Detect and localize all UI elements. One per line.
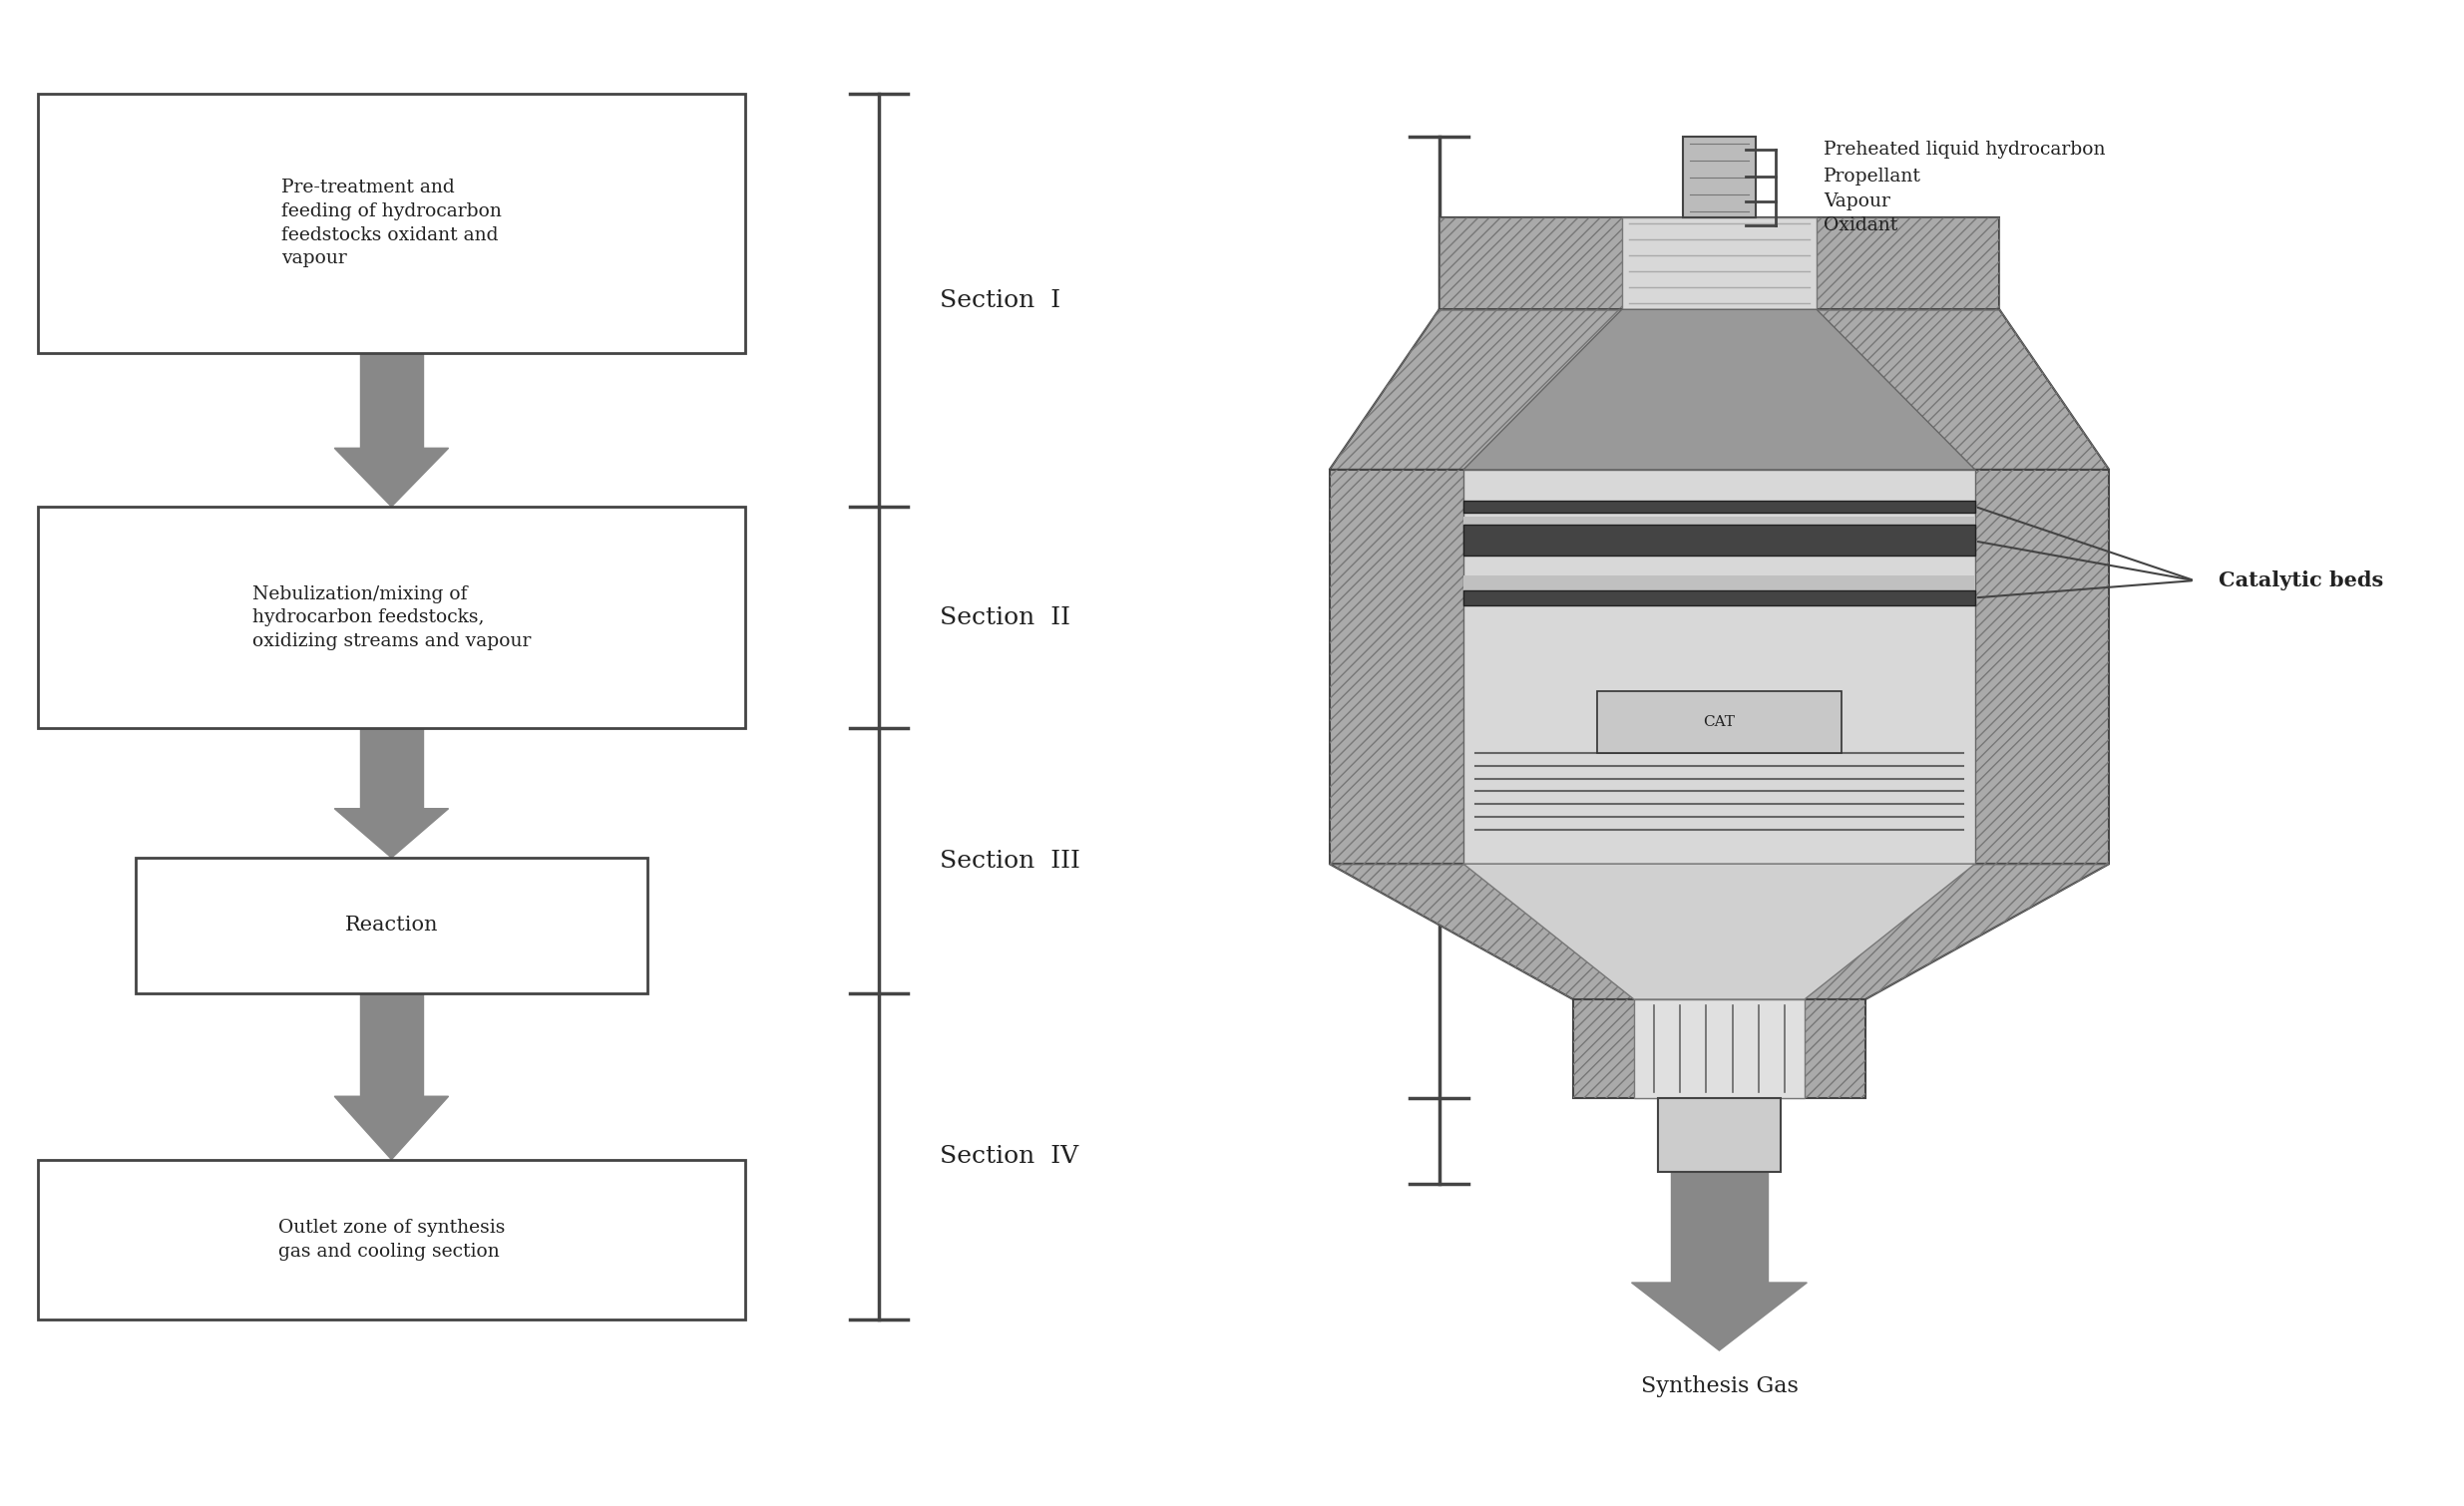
Text: Outlet zone of synthesis
gas and cooling section: Outlet zone of synthesis gas and cooling… — [278, 1218, 505, 1261]
Text: Pre-treatment and
feeding of hydrocarbon
feedstocks oxidant and
vapour: Pre-treatment and feeding of hydrocarbon… — [281, 179, 503, 268]
FancyBboxPatch shape — [1464, 590, 1976, 605]
Polygon shape — [1631, 1283, 1806, 1351]
FancyBboxPatch shape — [1331, 470, 2109, 864]
FancyBboxPatch shape — [1464, 575, 1976, 590]
FancyBboxPatch shape — [1634, 1000, 1804, 1098]
Text: Section  II: Section II — [939, 605, 1069, 630]
FancyBboxPatch shape — [39, 506, 744, 729]
FancyBboxPatch shape — [39, 1160, 744, 1319]
Polygon shape — [1331, 310, 2109, 470]
Polygon shape — [1464, 310, 1976, 470]
Text: Section  I: Section I — [939, 289, 1060, 312]
Text: Section  III: Section III — [939, 849, 1079, 872]
Polygon shape — [1621, 217, 1816, 310]
Text: Preheated liquid hydrocarbon: Preheated liquid hydrocarbon — [1823, 140, 2107, 158]
Polygon shape — [1439, 217, 1998, 310]
FancyBboxPatch shape — [1464, 517, 1976, 541]
FancyBboxPatch shape — [39, 93, 744, 352]
Polygon shape — [360, 729, 424, 809]
Text: Vapour: Vapour — [1823, 193, 1890, 209]
Text: Nebulization/mixing of
hydrocarbon feedstocks,
oxidizing streams and vapour: Nebulization/mixing of hydrocarbon feeds… — [251, 584, 530, 651]
Polygon shape — [360, 994, 424, 1096]
Polygon shape — [335, 449, 448, 506]
Polygon shape — [1671, 1172, 1769, 1283]
Text: Propellant: Propellant — [1823, 167, 1922, 185]
Polygon shape — [360, 352, 424, 449]
FancyBboxPatch shape — [136, 858, 648, 994]
FancyBboxPatch shape — [1572, 1000, 1865, 1098]
Text: Catalytic beds: Catalytic beds — [2218, 571, 2383, 590]
Text: Reaction: Reaction — [345, 916, 439, 935]
FancyBboxPatch shape — [1683, 137, 1757, 217]
Text: Oxidant: Oxidant — [1823, 217, 1897, 235]
Text: CAT: CAT — [1703, 715, 1735, 729]
FancyBboxPatch shape — [1658, 1098, 1779, 1172]
Polygon shape — [1331, 864, 2109, 1000]
FancyBboxPatch shape — [1464, 500, 1976, 512]
FancyBboxPatch shape — [1597, 691, 1841, 753]
FancyBboxPatch shape — [1464, 470, 1976, 864]
Text: Synthesis Gas: Synthesis Gas — [1641, 1375, 1799, 1398]
FancyBboxPatch shape — [1464, 526, 1976, 556]
Polygon shape — [335, 1096, 448, 1160]
Polygon shape — [335, 809, 448, 858]
Polygon shape — [1464, 864, 1976, 1000]
Text: Section  IV: Section IV — [939, 1145, 1079, 1169]
